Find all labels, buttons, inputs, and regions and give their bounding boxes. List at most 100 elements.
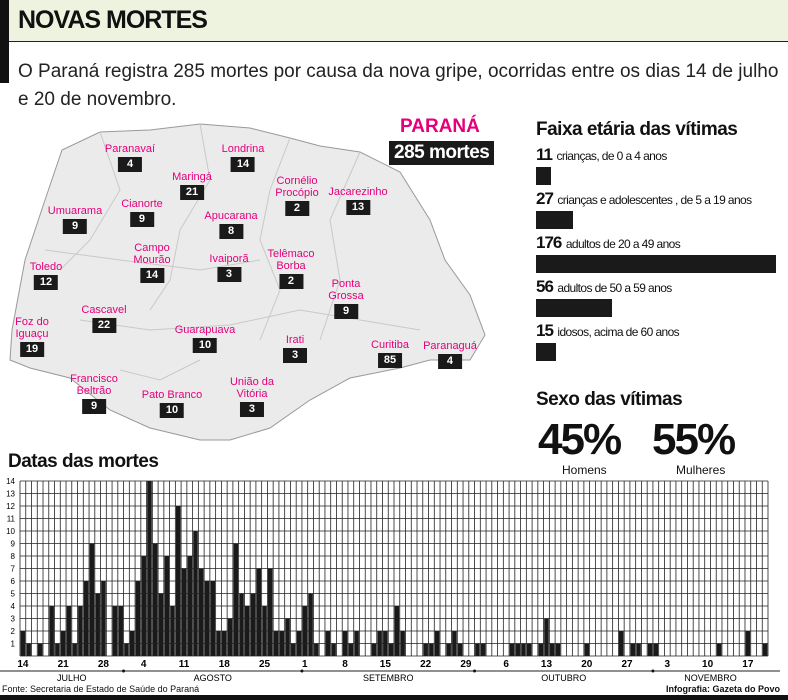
city-name: Paranaguá [423,340,477,352]
x-tick-label: 8 [342,659,348,670]
men-label: Homens [562,463,607,477]
y-tick-label: 9 [11,540,16,549]
bar-day-64 [388,643,394,656]
bar-day-70 [423,643,428,656]
city-marker: Toledo 12 [30,261,62,290]
y-tick-label: 3 [11,615,16,624]
city-marker: Cornélio Procópio 2 [275,175,319,216]
month-label: OUTUBRO [541,673,586,683]
bar-day-86 [515,643,520,656]
state-total: 285 mortes [389,141,495,165]
bar-day-87 [521,643,526,656]
bar-day-121 [716,643,722,656]
city-name: Ponta Grossa [328,278,364,302]
source-note: Fonte: Secretaria de Estado de Saúde do … [2,684,200,694]
bar-day-28 [181,568,187,656]
month-divider [300,669,304,673]
bar-day-91 [544,618,549,656]
city-marker: Apucarana 8 [204,210,258,239]
header-accent-bar [0,0,9,83]
x-tick-label: 18 [219,659,231,670]
city-death-count: 12 [33,275,58,290]
city-death-count: 10 [159,403,184,418]
city-marker: Cascavel 22 [81,304,127,333]
x-tick-label: 27 [621,659,633,670]
age-count: 176 [536,233,562,252]
city-death-count: 2 [284,201,309,216]
intro-text: O Paraná registra 285 mortes por causa d… [18,61,779,110]
city-death-count: 9 [63,219,87,234]
city-name: Cascavel [81,304,127,316]
bar-day-6 [55,643,60,656]
city-death-count: 21 [180,185,204,200]
city-name: Pato Branco [141,389,203,401]
city-name: Cianorte [121,198,163,210]
women-label: Mulheres [676,463,726,477]
city-name: Apucarana [204,210,258,222]
age-bar [536,167,551,185]
city-death-count: 3 [239,402,264,417]
bar-day-18 [124,643,129,656]
x-tick-label: 10 [702,659,714,670]
bar-day-23 [152,543,158,656]
bar-day-61 [371,643,377,656]
city-marker: Ponta Grossa 9 [328,278,364,319]
city-name: Cornélio Procópio [275,175,319,199]
month-label: JULHO [57,673,87,683]
bar-day-90 [538,643,543,656]
x-tick-label: 11 [179,659,190,670]
city-marker: Londrina 14 [222,143,264,172]
y-tick-label: 7 [11,565,16,574]
chart-title: Datas das mortes [8,451,159,472]
city-death-count: 10 [192,338,217,353]
bar-day-109 [647,643,653,656]
city-death-count: 2 [278,274,303,289]
bar-day-12 [89,543,95,656]
month-label: SETEMBRO [363,673,414,683]
region-borders [44,123,421,381]
age-count: 15 [536,321,554,340]
bar-day-47 [291,643,296,656]
age-bar [536,255,776,273]
city-name: Francisco Beltrão [70,373,118,397]
bar-day-46 [285,618,290,656]
y-tick-label: 8 [11,552,16,561]
city-name: Paranavaí [104,143,156,155]
age-group: 15 idosos, acima de 60 anos [536,321,788,361]
city-name: Campo Mourão [133,242,171,266]
month-divider [651,669,655,673]
state-name: PARANÁ [400,116,480,137]
city-name: Guarapuava [174,324,236,336]
header: NOVAS MORTES [0,0,788,83]
bar-day-43 [268,568,273,656]
bar-day-92 [549,643,555,656]
y-tick-label: 2 [11,627,16,636]
x-tick-label: 13 [541,659,553,670]
city-name: Curitiba [371,339,409,351]
age-label: adultos de 50 a 59 anos [557,281,672,295]
age-bar [536,299,613,317]
credit-note: Infografia: Gazeta do Povo [665,684,780,694]
city-death-count: 9 [334,304,358,319]
bar-day-36 [227,618,233,656]
month-label: AGOSTO [194,673,232,683]
city-death-count: 13 [345,200,370,215]
x-tick-label: 3 [665,659,671,670]
bar-day-71 [429,643,434,656]
bar-day-106 [630,643,636,656]
bar-day-110 [653,643,659,656]
bar-day-51 [314,643,319,656]
bar-day-50 [308,593,313,656]
x-tick-label: 15 [380,659,392,670]
city-death-count: 22 [92,318,116,333]
city-marker: União da Vitória 3 [230,376,274,417]
bar-day-107 [636,643,641,656]
bar-day-54 [331,643,336,656]
bar-day-79 [475,643,480,656]
bar-day-13 [95,593,100,656]
city-marker: Francisco Beltrão 9 [70,373,118,414]
age-group: 176 adultos de 20 a 49 anos [536,233,788,273]
city-death-count: 14 [230,157,255,172]
bar-day-98 [584,643,590,656]
